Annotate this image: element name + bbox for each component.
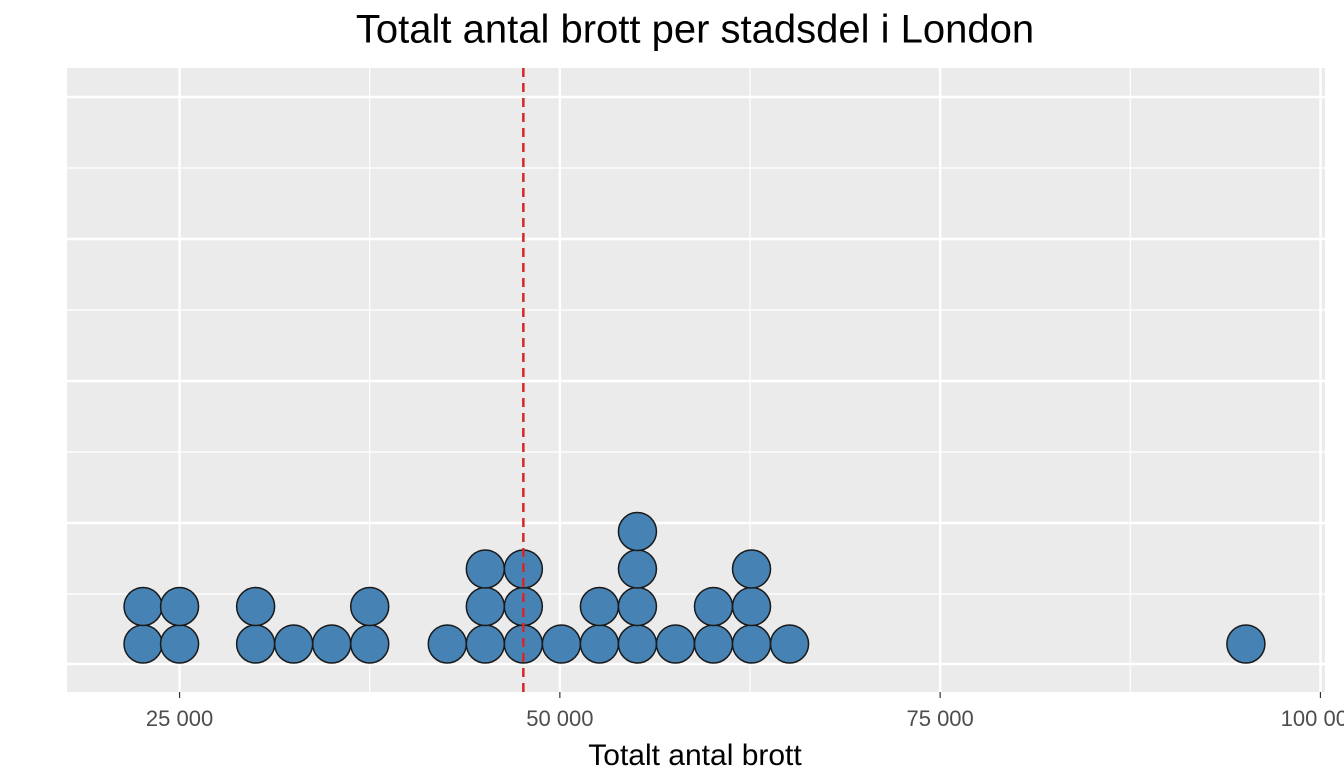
dot: [655, 624, 696, 664]
dot: [1226, 624, 1266, 664]
x-tick-label: 25 000: [146, 706, 213, 731]
dot: [731, 549, 772, 589]
dot: [349, 586, 390, 627]
dot: [273, 624, 314, 664]
dot: [235, 624, 276, 664]
dot: [617, 511, 658, 552]
x-tick-label: 50 000: [526, 706, 593, 731]
x-tick-label: 75 000: [906, 706, 973, 731]
dot: [123, 624, 163, 664]
dot: [541, 624, 582, 664]
dot: [123, 586, 163, 627]
dot: [159, 624, 200, 664]
dot: [579, 586, 620, 627]
dot: [693, 624, 734, 664]
dot: [465, 586, 506, 627]
x-tick-label: 100 000: [1281, 706, 1344, 731]
chart-title: Totalt antal brott per stadsdel i London: [356, 8, 1034, 52]
dot: [617, 549, 658, 589]
dot: [731, 624, 772, 664]
dot: [579, 624, 620, 664]
dot: [769, 624, 810, 664]
dot: [159, 586, 200, 627]
dot: [617, 624, 658, 664]
dot: [465, 549, 506, 589]
dot: [617, 586, 658, 627]
dot: [731, 586, 772, 627]
dot: [235, 586, 276, 627]
dot: [693, 586, 734, 627]
y-grid: [67, 95, 1325, 666]
dot: [311, 624, 352, 664]
x-axis-title: Totalt antal brott: [588, 739, 802, 772]
dot: [349, 624, 390, 664]
dot: [427, 624, 468, 664]
dot: [465, 624, 506, 664]
